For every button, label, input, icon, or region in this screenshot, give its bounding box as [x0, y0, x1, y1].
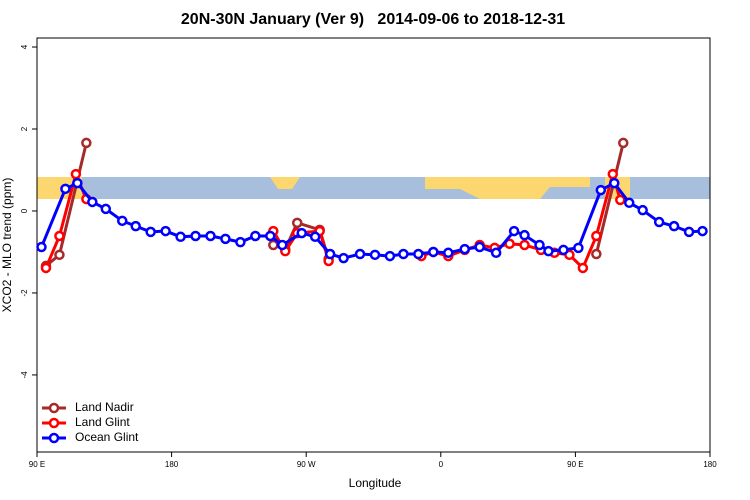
data-point	[291, 217, 303, 229]
data-point	[54, 249, 65, 261]
data-point	[577, 262, 589, 274]
data-point	[220, 233, 231, 245]
legend-label: Ocean Glint	[75, 430, 139, 444]
data-point	[369, 249, 381, 261]
x-tick-label: 90 E	[29, 460, 45, 469]
data-point	[160, 225, 171, 237]
x-tick-label: 90 E	[567, 460, 583, 469]
data-point	[354, 248, 366, 260]
data-point	[618, 137, 629, 149]
data-point	[296, 227, 307, 239]
data-point	[70, 168, 82, 180]
y-tick-label: 4	[20, 44, 29, 49]
data-point	[543, 245, 554, 257]
data-point	[235, 236, 246, 248]
data-point	[175, 231, 186, 243]
data-point	[504, 238, 515, 250]
legend-label: Land Nadir	[75, 400, 134, 414]
x-tick-label: 180	[165, 460, 179, 469]
data-point	[558, 244, 569, 256]
data-point	[591, 230, 602, 242]
data-point	[683, 226, 695, 238]
data-point	[398, 248, 409, 260]
x-axis-label: Longitude	[349, 476, 402, 490]
data-point	[459, 243, 470, 255]
data-point	[413, 248, 424, 260]
data-point	[623, 197, 635, 209]
data-point	[54, 230, 65, 242]
data-point	[653, 216, 665, 228]
data-point	[607, 168, 619, 180]
data-point	[250, 230, 261, 242]
plot-frame	[36, 37, 711, 453]
y-tick-label: -4	[20, 371, 29, 379]
data-point	[697, 225, 708, 237]
data-point	[36, 241, 47, 253]
x-tick-label: 90 W	[297, 460, 316, 469]
data-point	[338, 252, 349, 264]
data-point	[508, 225, 520, 237]
legend-label: Land Glint	[75, 415, 130, 429]
data-point	[265, 230, 276, 242]
y-tick-label: 0	[20, 208, 29, 213]
data-point	[428, 246, 439, 258]
data-point	[324, 248, 336, 260]
data-point	[595, 184, 607, 196]
data-point	[534, 239, 545, 251]
data-point	[443, 247, 454, 259]
data-point	[591, 248, 602, 260]
data-point	[130, 220, 141, 232]
data-point	[668, 220, 680, 232]
legend-marker	[48, 432, 60, 444]
data-point	[190, 230, 201, 242]
data-point	[100, 203, 112, 215]
y-axis-label: XCO2 - MLO trend (ppm)	[0, 178, 14, 313]
x-tick-label: 180	[703, 460, 717, 469]
data-point	[60, 183, 71, 195]
y-tick-label: 2	[20, 126, 29, 131]
data-point	[309, 231, 321, 243]
data-point	[519, 239, 530, 251]
data-point	[609, 177, 620, 189]
data-point	[40, 262, 52, 274]
y-tick-label: -2	[20, 289, 29, 297]
x-tick-label: 0	[439, 460, 444, 469]
data-point	[72, 177, 83, 189]
legend-marker	[48, 402, 60, 414]
data-point	[615, 194, 626, 206]
data-point	[384, 250, 396, 262]
data-point	[490, 247, 502, 259]
data-point	[145, 226, 156, 238]
data-point	[205, 230, 216, 242]
map-strip	[37, 177, 710, 199]
legend-marker	[48, 417, 60, 429]
data-point	[573, 242, 584, 254]
data-point	[81, 137, 92, 149]
data-point	[116, 215, 128, 227]
data-point	[474, 241, 485, 253]
data-point	[87, 196, 98, 208]
data-point	[637, 204, 648, 216]
data-point	[519, 229, 530, 241]
chart-title: 20N-30N January (Ver 9) 2014-09-06 to 20…	[181, 11, 565, 28]
data-point	[277, 239, 288, 251]
